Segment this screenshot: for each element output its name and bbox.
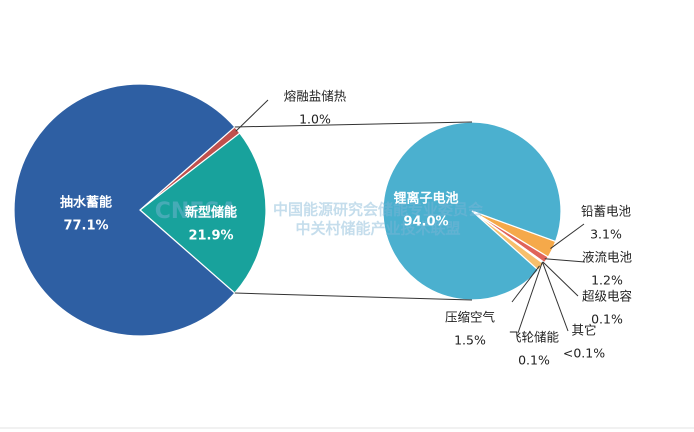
slice-label: 其它 bbox=[571, 323, 596, 338]
leader-line bbox=[235, 99, 269, 132]
value-label: 1.5% bbox=[454, 333, 486, 348]
slice-label: 熔融盐储热 bbox=[284, 89, 347, 104]
value-label: 0.1% bbox=[518, 353, 550, 368]
watermark: 中关村储能产业技术联盟 bbox=[295, 220, 460, 238]
value-label: 1.0% bbox=[299, 112, 331, 127]
slice-label: 抽水蓄能 bbox=[60, 195, 112, 211]
value-label: 3.1% bbox=[590, 227, 622, 242]
leader-line bbox=[517, 262, 543, 334]
pie-slice bbox=[13, 83, 236, 337]
leader-line bbox=[544, 258, 586, 263]
slice-label: 液流电池 bbox=[582, 250, 633, 265]
value-label: 1.2% bbox=[591, 273, 623, 288]
leader-line bbox=[542, 261, 579, 297]
value-label: 77.1% bbox=[63, 219, 108, 234]
leader-line bbox=[541, 261, 569, 332]
value-label: <0.1% bbox=[563, 346, 605, 361]
connector-line bbox=[234, 292, 473, 301]
slice-label: 飞轮储能 bbox=[509, 330, 560, 345]
slice-label: 新型储能 bbox=[185, 205, 237, 221]
leader-line bbox=[511, 265, 540, 303]
value-label: 94.0% bbox=[403, 215, 448, 230]
slice-label: 超级电容 bbox=[582, 289, 632, 304]
watermark: 中国能源研究会储能专业委员会 bbox=[273, 201, 483, 219]
watermark: CNESA bbox=[155, 199, 237, 224]
slice-label: 铅蓄电池 bbox=[581, 204, 632, 219]
value-label: 0.1% bbox=[591, 312, 623, 327]
pie-slice bbox=[139, 132, 267, 294]
leader-line bbox=[550, 223, 585, 249]
slice-label: 压缩空气 bbox=[445, 310, 496, 325]
connector-line bbox=[234, 121, 473, 128]
slice-label: 锂离子电池 bbox=[393, 191, 458, 207]
value-label: 21.9% bbox=[188, 229, 233, 244]
